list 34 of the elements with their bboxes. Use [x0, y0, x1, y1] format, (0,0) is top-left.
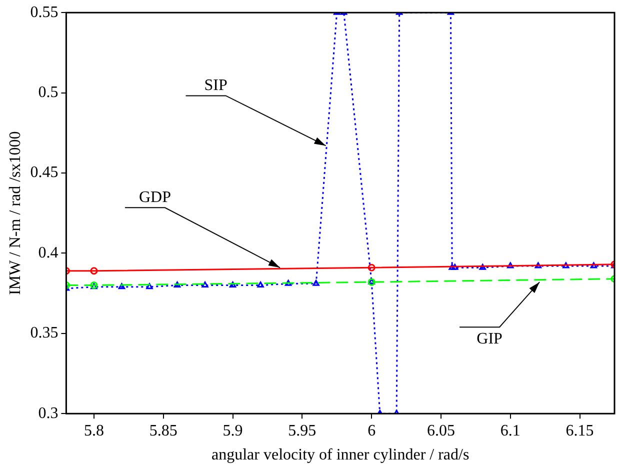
x-tick-label: 5.85: [149, 422, 178, 440]
point: [562, 262, 570, 268]
x-tick-label: 5.8: [84, 422, 104, 440]
point: [590, 262, 598, 268]
y-tick-label: 0.4: [38, 244, 58, 262]
point: [284, 280, 292, 286]
annotation: GIP: [476, 330, 503, 348]
x-tick-label: 6: [368, 422, 376, 440]
y-tick-label: 0.5: [38, 84, 58, 102]
point: [229, 282, 236, 288]
point: [174, 282, 181, 288]
x-tick-label: 5.9: [222, 422, 243, 440]
y-tick-label: 0.55: [30, 4, 58, 21]
y-tick-label: 0.3: [38, 404, 58, 422]
annotation: SIP: [204, 76, 228, 94]
x-tick-label: 6.15: [566, 422, 594, 440]
y-tick-label: 0.45: [30, 164, 58, 182]
x-tick-label: 6.05: [426, 422, 455, 440]
point: [257, 282, 264, 288]
point: [479, 264, 486, 270]
point: [312, 280, 320, 286]
x-tick-label: 5.95: [288, 422, 316, 440]
x-tick-label: 6.1: [500, 422, 520, 440]
x-axis-title: angular velocity of inner cylinder / rad/s: [212, 446, 470, 464]
point: [507, 262, 514, 268]
annotation: GDP: [138, 188, 172, 206]
point: [452, 264, 458, 270]
point: [146, 283, 153, 290]
y-axis-title: IMW / N-m / rad /sx1000: [6, 131, 24, 295]
y-tick-label: 0.35: [30, 324, 58, 342]
point: [534, 262, 542, 268]
point: [202, 282, 208, 288]
point: [448, 264, 456, 270]
point: [118, 283, 126, 290]
